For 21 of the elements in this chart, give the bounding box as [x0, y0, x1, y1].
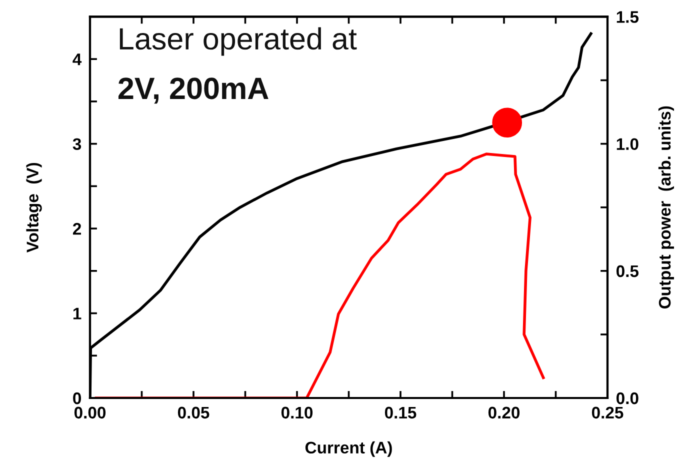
text: 0.00 — [74, 406, 106, 419]
y-tick-label: 0 — [73, 392, 81, 404]
y2-tick-label: 1.0 — [616, 138, 638, 150]
y-axis-title: Voltage (V) — [26, 162, 42, 252]
y2-axis-title: Output power (arb. units) — [658, 106, 674, 308]
y-tick-label: 4 — [72, 54, 82, 66]
x-axis-title: Current (A) — [305, 441, 392, 457]
y-tick-label: 2 — [72, 222, 81, 235]
x-tick-label: 0.20 — [488, 406, 520, 419]
x-tick-label: 0.25 — [592, 406, 624, 419]
y-tick-label: 3 — [72, 138, 82, 150]
x-tick-label: 0.05 — [178, 406, 210, 419]
x-tick-label: 0.10 — [281, 406, 313, 419]
x-tick-label: 0.15 — [384, 406, 416, 419]
y2-tick-label: 1.5 — [616, 11, 639, 23]
annotation: Laser operated at — [120, 27, 357, 56]
y-tick-label: 1 — [73, 308, 82, 320]
y2-tick-label: 0.5 — [616, 265, 639, 278]
annotation: 2V, 200mA — [118, 78, 268, 104]
y2-tick-label: 0.0 — [616, 392, 638, 404]
line-series — [94, 152, 545, 398]
